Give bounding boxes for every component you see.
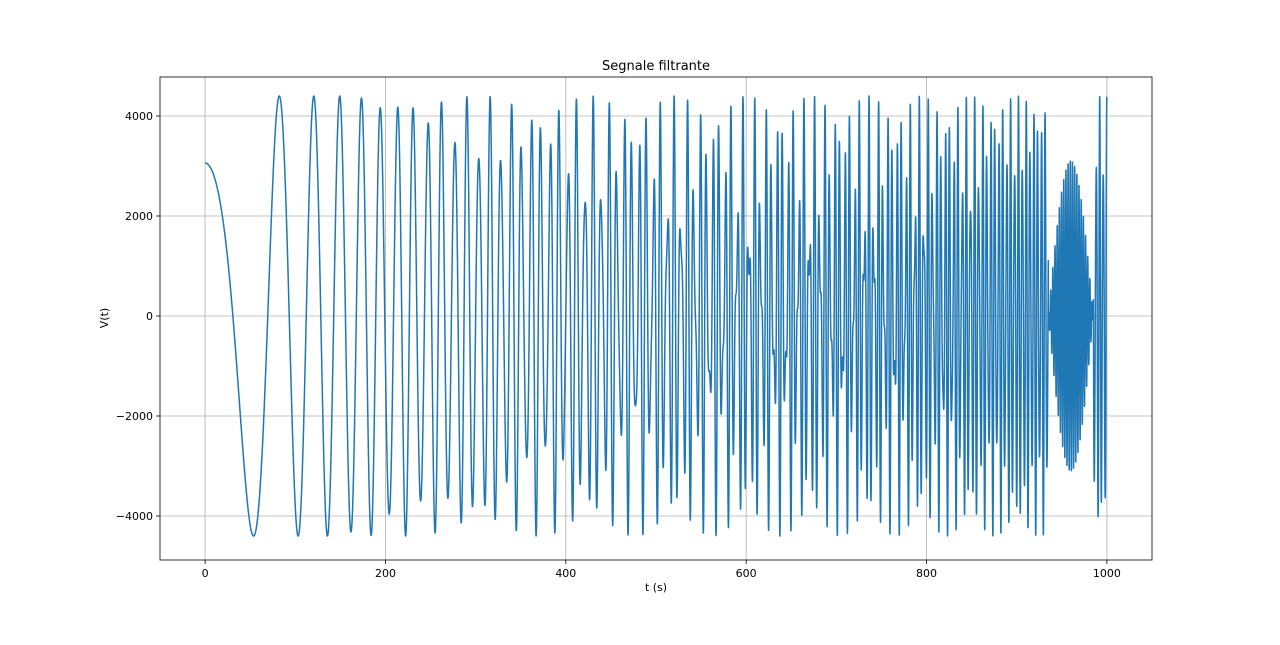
series-line [204, 95, 1108, 537]
x-tick-label: 400 [555, 567, 576, 580]
x-tick-label: 600 [736, 567, 757, 580]
y-axis-label: V(t) [98, 308, 111, 328]
tick-layer: 0 200 400 600 800 1000 −4000 −2000 0 2000 4000 [116, 110, 1121, 580]
y-tick-label: 4000 [125, 110, 153, 123]
x-axis-label: t (s) [645, 581, 667, 594]
series-layer [204, 95, 1108, 537]
x-tick-label: 200 [375, 567, 396, 580]
y-tick-label: 2000 [125, 210, 153, 223]
y-tick-label: 0 [146, 310, 153, 323]
chart-title: Segnale filtrante [602, 59, 710, 74]
y-tick-label: −4000 [116, 510, 153, 523]
y-tick-label: −2000 [116, 410, 153, 423]
plot-area-frame [159, 76, 1153, 561]
x-tick-label: 0 [202, 567, 209, 580]
x-tick-label: 1000 [1093, 567, 1121, 580]
x-tick-label: 800 [916, 567, 937, 580]
